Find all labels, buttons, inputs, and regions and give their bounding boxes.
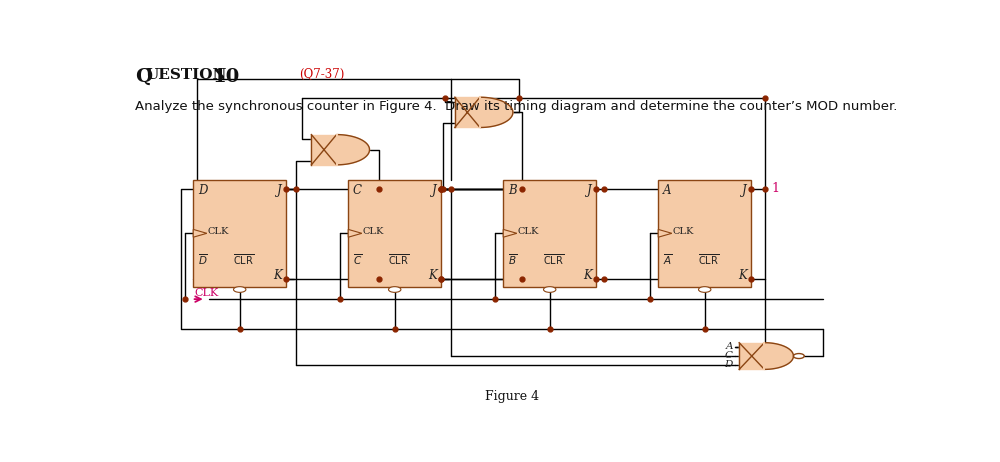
Text: J: J — [587, 184, 592, 197]
Polygon shape — [337, 134, 370, 165]
Text: UESTION: UESTION — [146, 68, 227, 82]
Text: 1: 1 — [771, 182, 779, 195]
Text: J: J — [432, 184, 437, 197]
Text: $\overline{\mathrm{CLR}}$: $\overline{\mathrm{CLR}}$ — [698, 252, 719, 267]
Text: Figure 4: Figure 4 — [485, 390, 540, 403]
Text: B: B — [508, 184, 516, 197]
Bar — [348, 180, 441, 286]
Text: C: C — [353, 184, 362, 197]
Text: CLK: CLK — [517, 227, 539, 236]
Text: CLK: CLK — [194, 288, 218, 298]
Text: $\overline{\mathrm{CLR}}$: $\overline{\mathrm{CLR}}$ — [233, 252, 254, 267]
Text: CLK: CLK — [207, 227, 229, 236]
Text: $\overline{\mathit{C}}$: $\overline{\mathit{C}}$ — [353, 252, 362, 267]
Text: 10: 10 — [213, 68, 240, 86]
Text: A: A — [663, 184, 671, 197]
Text: $\overline{\mathrm{CLR}}$: $\overline{\mathrm{CLR}}$ — [543, 252, 564, 267]
Text: $\overline{\mathit{A}}$: $\overline{\mathit{A}}$ — [663, 252, 672, 267]
Bar — [193, 180, 286, 286]
Polygon shape — [739, 343, 764, 370]
Text: $\overline{\mathit{B}}$: $\overline{\mathit{B}}$ — [508, 252, 517, 267]
Text: C: C — [725, 351, 733, 360]
Text: Q: Q — [135, 68, 152, 86]
Circle shape — [544, 286, 556, 292]
Polygon shape — [658, 230, 672, 237]
Text: $\overline{\mathit{D}}$: $\overline{\mathit{D}}$ — [198, 252, 208, 267]
Text: K: K — [428, 269, 437, 282]
Polygon shape — [193, 230, 207, 237]
Text: D: D — [725, 360, 733, 369]
Polygon shape — [503, 230, 517, 237]
Circle shape — [793, 353, 804, 359]
Text: Analyze the synchronous counter in Figure 4.  Draw its timing diagram and determ: Analyze the synchronous counter in Figur… — [135, 100, 897, 113]
Bar — [503, 180, 596, 286]
Polygon shape — [480, 97, 513, 128]
Polygon shape — [311, 134, 337, 165]
Polygon shape — [455, 97, 480, 128]
Text: K: K — [583, 269, 592, 282]
Polygon shape — [764, 343, 793, 370]
Polygon shape — [348, 230, 362, 237]
Text: D: D — [198, 184, 207, 197]
Circle shape — [698, 286, 711, 292]
Circle shape — [388, 286, 401, 292]
Text: K: K — [738, 269, 747, 282]
Text: A: A — [725, 342, 733, 351]
Text: CLK: CLK — [672, 227, 694, 236]
Text: J: J — [742, 184, 747, 197]
Text: K: K — [273, 269, 282, 282]
Text: $\overline{\mathrm{CLR}}$: $\overline{\mathrm{CLR}}$ — [388, 252, 409, 267]
Text: CLK: CLK — [362, 227, 384, 236]
Bar — [658, 180, 751, 286]
Circle shape — [234, 286, 246, 292]
Text: J: J — [277, 184, 282, 197]
Text: (Q7-37): (Q7-37) — [299, 68, 345, 81]
